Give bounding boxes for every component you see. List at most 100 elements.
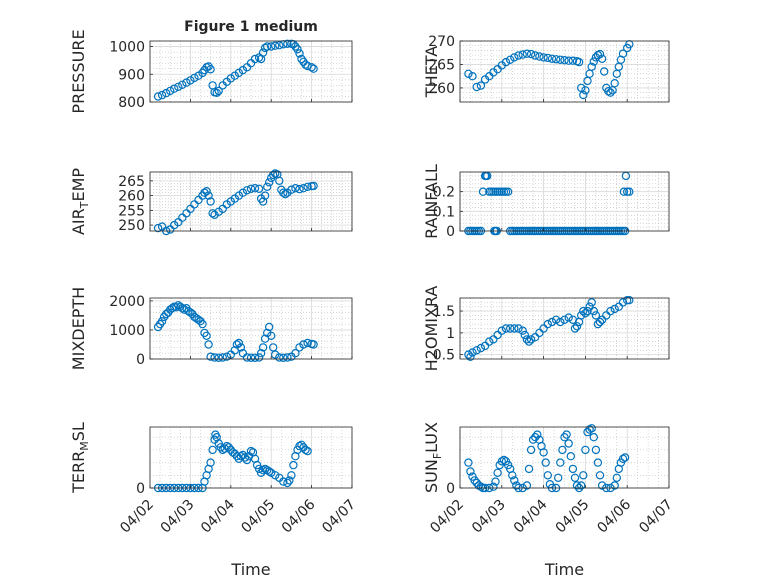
- data-point: [524, 337, 534, 346]
- data-point: [526, 335, 536, 344]
- data-point: [275, 41, 284, 50]
- series-markers: [464, 296, 634, 361]
- data-point: [600, 67, 609, 76]
- data-point: [260, 43, 270, 53]
- data-point: [263, 182, 272, 191]
- data-point: [610, 78, 619, 88]
- data-point: [518, 326, 527, 335]
- data-point: [258, 343, 268, 352]
- data-point: [263, 42, 272, 51]
- data-point: [547, 317, 557, 327]
- data-point: [506, 324, 515, 333]
- data-point: [493, 468, 502, 477]
- data-point: [265, 178, 274, 187]
- data-point: [295, 49, 304, 58]
- data-point: [303, 446, 312, 456]
- data-point: [254, 184, 264, 193]
- data-point: [285, 476, 294, 485]
- data-point: [560, 56, 569, 65]
- data-point: [489, 335, 498, 344]
- series-markers: [153, 169, 318, 236]
- data-point: [254, 464, 264, 474]
- data-point: [202, 186, 211, 196]
- data-point: [289, 460, 298, 470]
- y-axis-label: H2OMIXRA: [422, 286, 441, 372]
- data-point: [568, 56, 578, 65]
- y-tick-label: 250: [118, 218, 145, 234]
- data-point: [501, 57, 511, 67]
- data-point: [501, 324, 511, 333]
- data-point: [625, 296, 634, 305]
- axes-box: [459, 40, 670, 103]
- y-tick-label: 0.2: [433, 185, 455, 201]
- subplot-1: 800 900 1000 PRESSURE: [69, 29, 353, 114]
- subplot-5: 0 1000 2000 MIXDEPTH: [69, 287, 353, 370]
- data-point: [568, 464, 578, 474]
- data-point: [309, 64, 318, 73]
- axes-box: [149, 297, 353, 360]
- data-point: [618, 454, 628, 463]
- data-point: [216, 443, 225, 452]
- data-point: [214, 86, 223, 96]
- data-point: [246, 184, 256, 193]
- y-axis-label: PRESSURE: [69, 29, 88, 113]
- data-point: [541, 458, 550, 467]
- data-point: [472, 346, 481, 355]
- data-point: [583, 306, 592, 316]
- data-point: [208, 209, 217, 218]
- y-tick-label: 260: [118, 189, 145, 205]
- data-point: [587, 62, 596, 72]
- data-point: [265, 322, 274, 332]
- data-point: [510, 324, 519, 333]
- data-point: [522, 49, 532, 58]
- data-point: [591, 311, 601, 320]
- data-point: [612, 473, 622, 482]
- data-point: [295, 184, 304, 194]
- y-tick-label: 260: [428, 81, 455, 97]
- data-point: [585, 302, 594, 311]
- data-point: [287, 185, 296, 194]
- data-point: [172, 303, 181, 312]
- data-point: [165, 86, 175, 96]
- data-point: [554, 473, 563, 482]
- y-tick-label: 2000: [109, 294, 145, 310]
- data-point: [234, 338, 244, 348]
- data-point: [564, 313, 573, 322]
- data-point: [556, 458, 565, 467]
- data-point: [258, 48, 268, 57]
- data-point: [287, 471, 296, 480]
- data-point: [220, 444, 229, 453]
- data-point: [476, 343, 486, 353]
- x-axis-label: Time: [544, 560, 584, 579]
- data-point: [208, 445, 217, 455]
- data-point: [238, 450, 248, 460]
- data-point: [222, 352, 231, 361]
- data-point: [307, 63, 316, 72]
- data-point: [470, 476, 479, 485]
- y-axis-label: THETA: [422, 46, 441, 98]
- data-point: [497, 457, 506, 466]
- data-point: [558, 445, 567, 455]
- data-point: [556, 317, 565, 327]
- data-point: [267, 42, 276, 51]
- y-axis-label: TERRMSL: [69, 422, 91, 494]
- data-point: [614, 302, 624, 311]
- y-tick-label: 0.5: [433, 348, 455, 364]
- data-point: [543, 53, 553, 63]
- data-point: [265, 467, 274, 476]
- data-point: [250, 353, 260, 362]
- data-point: [604, 86, 613, 96]
- data-point: [240, 453, 250, 462]
- data-point: [206, 197, 215, 206]
- data-point: [595, 471, 605, 480]
- data-point: [595, 49, 605, 59]
- data-point: [489, 482, 498, 491]
- data-point: [579, 90, 588, 100]
- data-point: [297, 440, 306, 449]
- y-tick-label: 0: [446, 481, 455, 497]
- data-point: [464, 350, 473, 359]
- data-point: [503, 187, 513, 196]
- data-point: [271, 41, 280, 50]
- data-point: [174, 82, 183, 92]
